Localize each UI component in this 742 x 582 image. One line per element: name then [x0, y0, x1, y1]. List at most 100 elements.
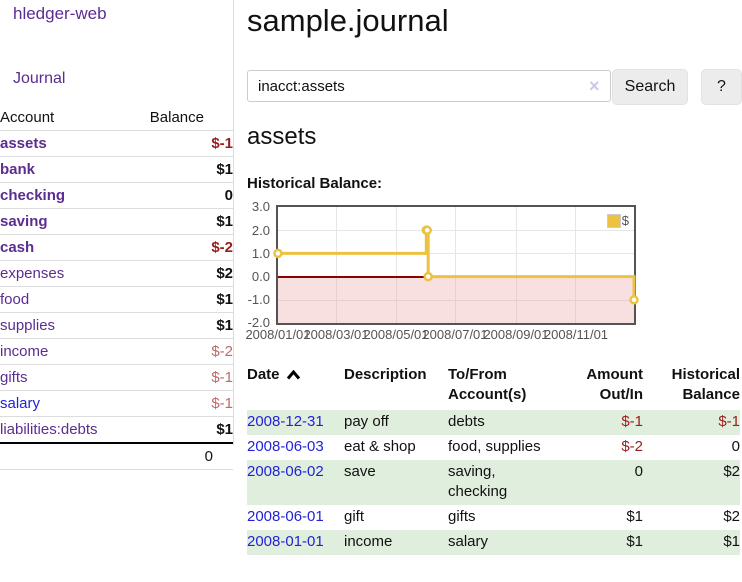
account-balance: $2	[216, 265, 233, 282]
chart-gridline	[336, 207, 337, 323]
account-balance: 0	[224, 187, 233, 204]
chart-gridline	[278, 300, 634, 301]
register-description: pay off	[344, 413, 389, 430]
register-row: 2008-06-02 save saving, checking 0 $2	[247, 460, 740, 505]
register-amount: $1	[626, 533, 643, 550]
search-button[interactable]: Search	[612, 69, 688, 105]
sidebar-divider	[233, 0, 234, 445]
register-tofrom: debts	[448, 413, 485, 430]
accounts-total-row: 0	[0, 443, 233, 470]
register-tofrom: gifts	[448, 508, 476, 525]
chart-series-line	[273, 225, 639, 305]
account-row: liabilities:debts $1	[0, 417, 233, 443]
register-header-tofrom: To/From Account(s)	[448, 366, 527, 403]
account-link-income[interactable]: income	[0, 343, 49, 360]
accounts-header-balance: Balance	[149, 109, 204, 126]
register-row: 2008-06-01 gift gifts $1 $2	[247, 505, 740, 530]
accounts-total-spacer	[0, 443, 150, 470]
y-axis-tick-label: 1.0	[251, 246, 270, 261]
chart-gridline	[516, 207, 517, 323]
account-row: income $-2	[0, 339, 233, 365]
account-row: expenses $2	[0, 261, 233, 287]
account-balance: $1	[216, 213, 233, 230]
register-header-description: Description	[344, 366, 427, 383]
account-link-gifts[interactable]: gifts	[0, 369, 28, 386]
account-link-assets[interactable]: assets	[0, 135, 47, 152]
register-description: save	[344, 463, 376, 480]
chart-title: Historical Balance:	[247, 175, 383, 192]
register-balance: $2	[723, 508, 740, 525]
register-amount: $-1	[621, 413, 643, 430]
sort-ascending-icon	[286, 369, 300, 380]
sidebar-item-journal[interactable]: Journal	[13, 70, 66, 87]
account-link-checking[interactable]: checking	[0, 187, 66, 204]
register-tofrom: saving, checking	[448, 463, 508, 500]
register-date-link[interactable]: 2008-06-02	[247, 463, 324, 480]
accounts-total-value: 0	[204, 448, 213, 465]
account-balance: $-1	[211, 135, 233, 152]
x-axis-tick-label: 2008/11/01	[543, 327, 609, 342]
register-balance: $1	[723, 533, 740, 550]
chart-point	[422, 225, 432, 235]
accounts-header-row: Account Balance	[0, 105, 233, 131]
account-balance: $-2	[211, 343, 233, 360]
account-balance: $1	[216, 161, 233, 178]
clear-search-icon[interactable]: ×	[589, 76, 600, 96]
legend-label: $	[621, 213, 629, 229]
x-axis-tick-label: 2008/05/01	[363, 327, 429, 342]
chart-legend: $	[606, 212, 629, 229]
x-axis-tick-label: 2008/03/01	[303, 327, 369, 342]
register-amount: $1	[626, 508, 643, 525]
page-title: sample.journal	[247, 3, 449, 38]
search-input[interactable]	[247, 70, 611, 102]
register-row: 2008-06-03 eat & shop food, supplies $-2…	[247, 435, 740, 460]
register-tofrom: food, supplies	[448, 438, 541, 455]
y-axis-tick-label: 2.0	[251, 223, 270, 238]
account-row: saving $1	[0, 209, 233, 235]
account-row: bank $1	[0, 157, 233, 183]
account-balance: $1	[216, 317, 233, 334]
register-date-link[interactable]: 2008-01-01	[247, 533, 324, 550]
legend-swatch	[606, 213, 621, 228]
balance-chart-plot: $	[273, 205, 639, 325]
register-header-date[interactable]: Date	[247, 363, 344, 410]
y-axis-tick-label: -2.0	[247, 315, 270, 330]
brand-link[interactable]: hledger-web	[13, 4, 107, 23]
chart-gridline	[396, 207, 397, 323]
account-link-saving[interactable]: saving	[0, 213, 48, 230]
account-row: assets $-1	[0, 131, 233, 157]
register-amount: $-2	[621, 438, 643, 455]
register-balance: $2	[723, 463, 740, 480]
register-date-link[interactable]: 2008-12-31	[247, 413, 324, 430]
chart-gridline	[575, 207, 576, 323]
account-link-liabilities-debts[interactable]: liabilities:debts	[0, 421, 98, 438]
chart-point	[629, 295, 639, 305]
account-link-salary[interactable]: salary	[0, 395, 41, 412]
chart-gridline	[455, 207, 456, 323]
account-link-supplies[interactable]: supplies	[0, 317, 56, 334]
account-link-expenses[interactable]: expenses	[0, 265, 65, 282]
register-balance: 0	[731, 438, 740, 455]
chart-point	[273, 248, 283, 259]
register-amount: 0	[634, 463, 643, 480]
account-row: salary $-1	[0, 391, 233, 417]
x-axis-tick-label: 2008/09/01	[483, 327, 549, 342]
register-row: 2008-01-01 income salary $1 $1	[247, 530, 740, 555]
account-link-food[interactable]: food	[0, 291, 30, 308]
account-balance: $-2	[211, 239, 233, 256]
account-link-cash[interactable]: cash	[0, 239, 35, 256]
chart-point	[423, 271, 433, 282]
y-axis-tick-label: 3.0	[251, 199, 270, 214]
account-balance: $-1	[211, 395, 233, 412]
account-row: checking 0	[0, 183, 233, 209]
x-axis-tick-label: 2008/01/01	[245, 327, 311, 342]
register-date-link[interactable]: 2008-06-01	[247, 508, 324, 525]
account-balance: $1	[216, 291, 233, 308]
register-date-link[interactable]: 2008-06-03	[247, 438, 324, 455]
help-button[interactable]: ?	[701, 69, 742, 105]
account-row: food $1	[0, 287, 233, 313]
account-link-bank[interactable]: bank	[0, 161, 36, 178]
register-description: eat & shop	[344, 438, 416, 455]
y-axis-tick-label: 0.0	[251, 269, 270, 284]
